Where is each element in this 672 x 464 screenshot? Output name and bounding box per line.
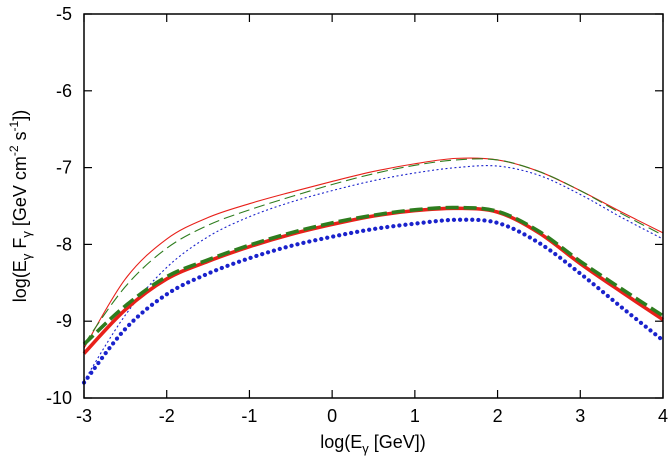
x-tick-label: -1	[241, 406, 257, 426]
y-tick-label: -7	[56, 158, 72, 178]
series-line-1	[83, 157, 664, 349]
x-tick-label: 0	[327, 406, 337, 426]
y-tick-label: -6	[56, 81, 72, 101]
plot-frame	[83, 13, 664, 399]
y-tick-label: -5	[56, 4, 72, 24]
y-tick-label: -10	[46, 388, 72, 408]
ticks-layer	[83, 13, 664, 399]
x-tick-label: -3	[76, 406, 92, 426]
x-tick-label: 3	[575, 406, 585, 426]
x-tick-label: 4	[658, 406, 668, 426]
series-line-5	[82, 205, 664, 346]
x-tick-label: 1	[410, 406, 420, 426]
y-axis-label: log(Eγ Fγ [GeV cm-2 s-1])	[7, 110, 34, 302]
series-line-2	[83, 158, 664, 345]
x-axis-label: log(Eγ [GeV])	[320, 432, 426, 456]
series-line-6	[81, 217, 666, 385]
y-tick-label: -9	[56, 311, 72, 331]
x-tick-label: 2	[493, 406, 503, 426]
curves-layer	[81, 157, 666, 385]
tick-labels-layer: -3 -2 -1 0 1 2 3 4-10-9-8-7-6-5	[46, 4, 668, 426]
y-tick-label: -8	[56, 234, 72, 254]
x-tick-label: -2	[159, 406, 175, 426]
